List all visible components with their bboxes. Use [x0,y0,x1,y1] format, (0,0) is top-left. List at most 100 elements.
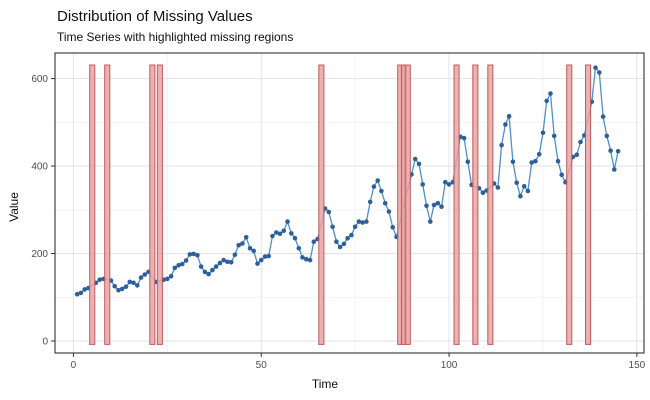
data-point [330,224,335,230]
x-axis-title: Time [311,377,339,391]
data-point [78,290,84,296]
data-point [529,160,534,165]
data-point [600,114,606,119]
data-point [255,261,260,266]
y-tick-label: 600 [31,74,48,85]
data-point [446,182,452,187]
data-point [183,258,189,263]
data-point [356,219,362,224]
data-point [334,239,339,244]
data-point [612,167,617,172]
data-point [285,219,290,224]
data-point [236,242,241,248]
x-tick-label: 50 [256,360,268,371]
data-point [420,182,426,187]
data-point [138,275,144,280]
data-point [499,142,504,148]
data-point [379,188,384,194]
data-point [521,183,527,189]
data-point [307,257,313,263]
missing-region-bar [453,64,460,345]
data-point [180,261,185,267]
data-point [251,248,256,254]
data-point [345,235,350,241]
data-point [82,287,87,292]
data-point [608,148,613,153]
panel-border [54,52,645,354]
data-point [97,277,102,283]
missing-region-bar [566,64,573,345]
data-point [213,264,219,269]
missing-region-bar [156,64,163,345]
data-point [604,133,610,139]
data-point [198,264,204,269]
panel-background [55,53,644,353]
data-point [142,272,148,277]
data-point [439,204,444,209]
x-tick-label: 100 [441,360,458,371]
missing-region-bar [104,64,111,345]
data-point [382,200,388,206]
data-point [112,284,117,289]
data-point [326,209,332,215]
data-point [135,283,140,288]
data-point [74,291,80,297]
x-tick-label: 0 [71,360,77,371]
data-point [367,199,373,205]
data-point [195,253,200,258]
data-point [187,252,193,257]
data-point [292,235,298,241]
data-point [461,135,467,141]
data-point [465,159,471,164]
data-point [349,232,354,238]
data-point [597,70,602,75]
missing-region-bar [472,64,479,345]
data-point [240,241,245,246]
data-point [311,239,317,244]
data-point [123,284,129,290]
data-point [221,257,226,263]
data-point [503,122,508,127]
data-point [119,286,125,292]
data-point [360,220,365,225]
data-point [525,188,531,194]
y-tick-label: 400 [31,162,48,173]
data-point [289,231,294,236]
data-point [176,263,181,268]
data-point [131,280,136,286]
data-point [262,254,268,259]
data-point [172,265,178,271]
data-point [247,246,253,251]
data-point [533,158,538,164]
y-axis-title: Value [7,192,21,222]
x-tick-label: 150 [629,360,646,371]
data-point [341,241,347,247]
data-point [443,179,448,185]
data-point [352,224,358,230]
data-point [116,287,121,293]
chart-title: Distribution of Missing Values [57,8,253,25]
data-point [559,172,564,178]
data-point [495,185,501,190]
missing-region-bar [89,64,96,345]
data-point [127,279,133,285]
missing-region-bar [585,64,592,345]
data-point [274,230,279,235]
data-point [296,246,302,251]
data-point [480,190,486,195]
data-point [300,255,305,260]
data-point [228,260,234,265]
data-point [277,231,283,237]
data-point [371,184,377,189]
data-point [232,252,238,258]
data-point [225,259,230,265]
data-point [435,200,441,206]
data-point [431,202,437,208]
data-point [506,113,512,119]
missing-region-bar [404,64,411,345]
y-tick-label: 0 [42,336,48,347]
data-point [375,178,381,183]
data-point [424,203,429,209]
data-point [514,180,519,185]
